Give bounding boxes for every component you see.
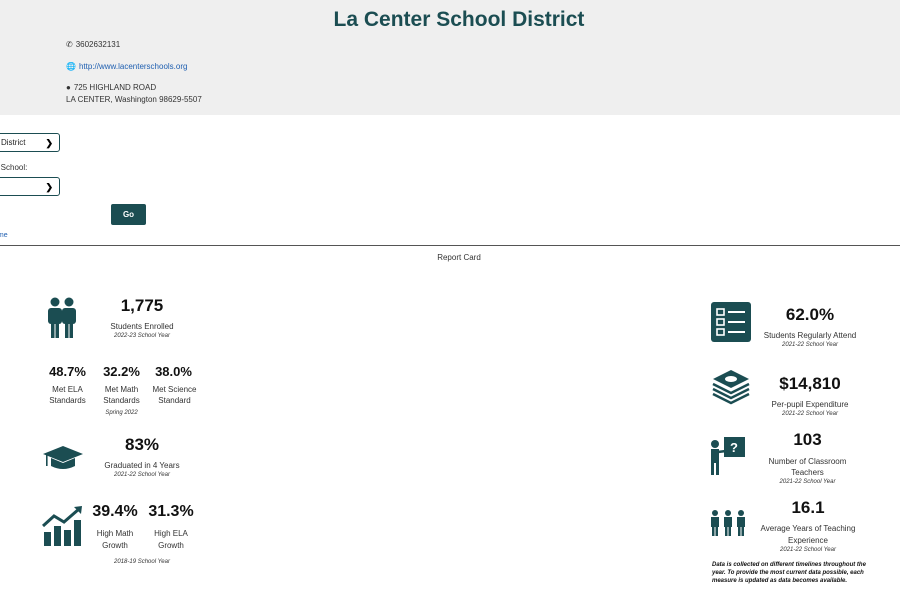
science-standards-label2: Standard	[158, 396, 191, 405]
district-header: La Center School District ✆ 3602632131 🌐 h…	[0, 0, 900, 115]
students-icon	[48, 297, 76, 338]
expenditure-label: Per-pupil Expenditure	[771, 400, 849, 409]
phone-icon: ✆	[66, 40, 73, 49]
experience-label1: Average Years of Teaching	[760, 524, 856, 533]
level-select[interactable]: District ❯	[0, 133, 60, 152]
ela-standards-label1: Met ELA	[52, 385, 83, 394]
math-standards-label1: Met Math	[104, 385, 139, 394]
address-line1: 725 HIGHLAND ROAD	[73, 83, 157, 92]
school-select[interactable]: ❯	[0, 177, 60, 196]
address-row: ● 725 HIGHLAND ROAD	[66, 83, 156, 92]
growth-chart-icon	[42, 506, 82, 546]
chevron-down-icon: ❯	[45, 138, 53, 148]
math-growth-label2: Growth	[102, 541, 128, 550]
enrolled-period: 2022-23 School Year	[114, 333, 170, 339]
website-link[interactable]: http://www.lacenterschools.org	[78, 62, 188, 71]
teachers-label2: Teachers	[791, 468, 824, 477]
ela-standards-label2: Standards	[49, 396, 86, 405]
expenditure-period: 2021-22 School Year	[782, 411, 838, 417]
ela-standards-value: 48.7%	[49, 364, 86, 379]
graduation-label: Graduated in 4 Years	[104, 461, 180, 470]
svg-text:?: ?	[730, 440, 738, 455]
experience-value: 16.1	[791, 498, 825, 517]
website-row: 🌐 http://www.lacenterschools.org	[66, 62, 187, 71]
money-stack-icon	[712, 370, 750, 405]
address-line2: LA CENTER, Washington 98629-5507	[66, 95, 202, 104]
report-card-title: Report Card	[437, 253, 481, 262]
ela-growth-value: 31.3%	[148, 503, 194, 520]
science-standards-value: 38.0%	[155, 364, 192, 379]
phone-number: 3602632131	[75, 40, 121, 49]
science-standards-label1: Met Science	[152, 385, 197, 394]
math-growth-label1: High Math	[96, 529, 134, 538]
growth-period: 2018-19 School Year	[114, 559, 170, 565]
attendance-period: 2021-22 School Year	[782, 342, 838, 348]
level-select-value: District	[1, 138, 26, 147]
standards-period: Spring 2022	[105, 410, 138, 416]
map-marker-icon: ●	[66, 83, 71, 92]
attendance-label: Students Regularly Attend	[763, 331, 857, 340]
graduation-cap-icon	[43, 446, 83, 469]
divider	[0, 245, 900, 246]
school-label: a School:	[0, 163, 28, 172]
experience-period: 2021-22 School Year	[780, 547, 836, 553]
graduation-period: 2021-22 School Year	[114, 472, 170, 478]
teachers-period: 2021-22 School Year	[779, 479, 836, 485]
phone-row: ✆ 3602632131	[66, 40, 120, 49]
ela-growth-label2: Growth	[158, 541, 184, 550]
chevron-down-icon: ❯	[45, 182, 53, 192]
teachers-label1: Number of Classroom	[768, 457, 847, 466]
expenditure-value: $14,810	[779, 374, 841, 393]
math-growth-value: 39.4%	[92, 503, 138, 520]
teacher-icon: ?	[711, 437, 745, 475]
teachers-group-icon	[711, 510, 745, 536]
experience-label2: Experience	[787, 536, 829, 545]
teachers-value: 103	[793, 430, 822, 449]
data-timeline-note: Data is collected on different timelines…	[712, 562, 866, 584]
attendance-value: 62.0%	[785, 305, 835, 324]
name-link[interactable]: ame	[0, 232, 8, 239]
math-standards-label2: Standards	[103, 396, 140, 405]
globe-icon: 🌐	[66, 62, 76, 71]
enrolled-label: Students Enrolled	[110, 322, 174, 331]
math-standards-value: 32.2%	[103, 364, 140, 379]
enrolled-value: 1,775	[120, 296, 164, 315]
district-title: La Center School District	[333, 8, 585, 31]
checklist-icon	[711, 302, 751, 342]
ela-growth-label1: High ELA	[154, 529, 188, 538]
go-button[interactable]: Go	[111, 204, 146, 225]
graduation-value: 83%	[124, 435, 160, 454]
